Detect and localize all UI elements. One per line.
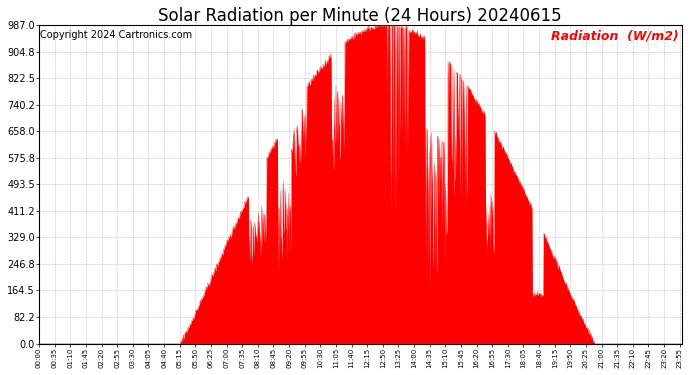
Title: Solar Radiation per Minute (24 Hours) 20240615: Solar Radiation per Minute (24 Hours) 20… — [159, 7, 562, 25]
Text: Radiation  (W/m2): Radiation (W/m2) — [551, 30, 678, 43]
Text: Copyright 2024 Cartronics.com: Copyright 2024 Cartronics.com — [40, 30, 193, 40]
